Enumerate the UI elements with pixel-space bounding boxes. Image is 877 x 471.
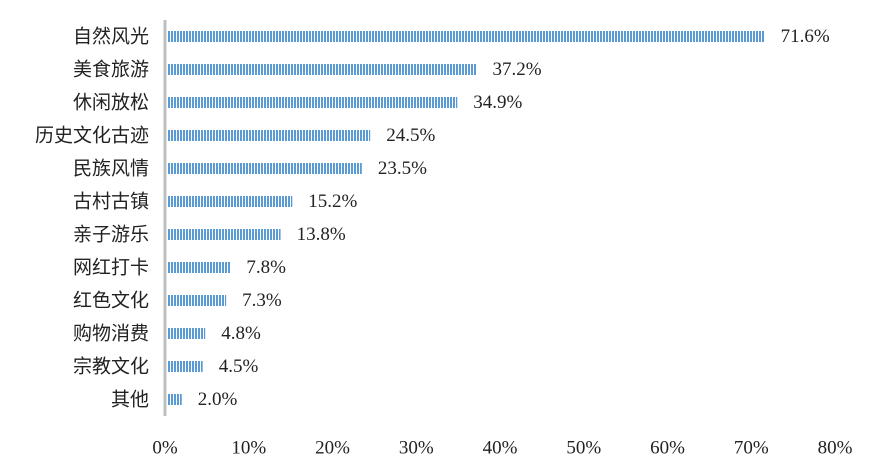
data-label: 71.6% — [781, 26, 830, 47]
bar — [167, 97, 458, 108]
bar — [167, 229, 281, 240]
x-tick-label: 30% — [399, 438, 434, 459]
category-label: 网红打卡 — [73, 257, 149, 279]
bar — [167, 196, 293, 207]
bar — [167, 295, 227, 306]
category-label: 宗教文化 — [73, 356, 149, 378]
x-tick-label: 70% — [734, 438, 769, 459]
x-tick-label: 40% — [483, 438, 518, 459]
bar — [167, 328, 206, 339]
data-label: 23.5% — [378, 158, 427, 179]
category-labels: 自然风光美食旅游休闲放松历史文化古迹民族风情古村古镇亲子游乐网红打卡红色文化购物… — [35, 26, 149, 411]
category-label: 自然风光 — [73, 26, 149, 48]
category-label: 美食旅游 — [73, 59, 149, 81]
x-tick-label: 80% — [818, 438, 853, 459]
category-label: 民族风情 — [73, 158, 149, 180]
data-label: 7.3% — [242, 290, 282, 311]
category-label: 古村古镇 — [73, 191, 149, 213]
data-label: 2.0% — [198, 389, 238, 410]
category-label: 其他 — [111, 389, 149, 411]
data-label: 15.2% — [308, 191, 357, 212]
data-label: 13.8% — [297, 224, 346, 245]
bar — [167, 130, 371, 141]
x-tick-label: 0% — [152, 438, 178, 459]
bar — [167, 31, 765, 42]
category-label: 购物消费 — [73, 323, 149, 345]
data-label: 4.8% — [221, 323, 261, 344]
category-label: 红色文化 — [73, 290, 149, 312]
bar — [167, 163, 362, 174]
category-label: 亲子游乐 — [73, 224, 149, 246]
data-label: 7.8% — [246, 257, 286, 278]
bar — [167, 394, 182, 405]
bar — [167, 361, 203, 372]
x-tick-label: 20% — [315, 438, 350, 459]
data-label: 34.9% — [473, 92, 522, 113]
data-label: 4.5% — [219, 356, 259, 377]
category-label: 休闲放松 — [73, 92, 149, 114]
x-tick-label: 50% — [566, 438, 601, 459]
bar — [167, 262, 231, 273]
category-label: 历史文化古迹 — [35, 125, 149, 147]
x-axis-ticks: 0% 10% 20% 30% 40% 50% 60% 70% 80% — [152, 438, 852, 459]
bars-layer — [167, 31, 765, 405]
x-tick-label: 10% — [231, 438, 266, 459]
bar — [167, 64, 477, 75]
value-labels: 71.6% 37.2% 34.9% 24.5% 23.5% 15.2% 13.8% 7.8% 7… — [198, 26, 830, 410]
data-label: 24.5% — [386, 125, 435, 146]
data-label: 37.2% — [493, 59, 542, 80]
x-tick-label: 60% — [650, 438, 685, 459]
